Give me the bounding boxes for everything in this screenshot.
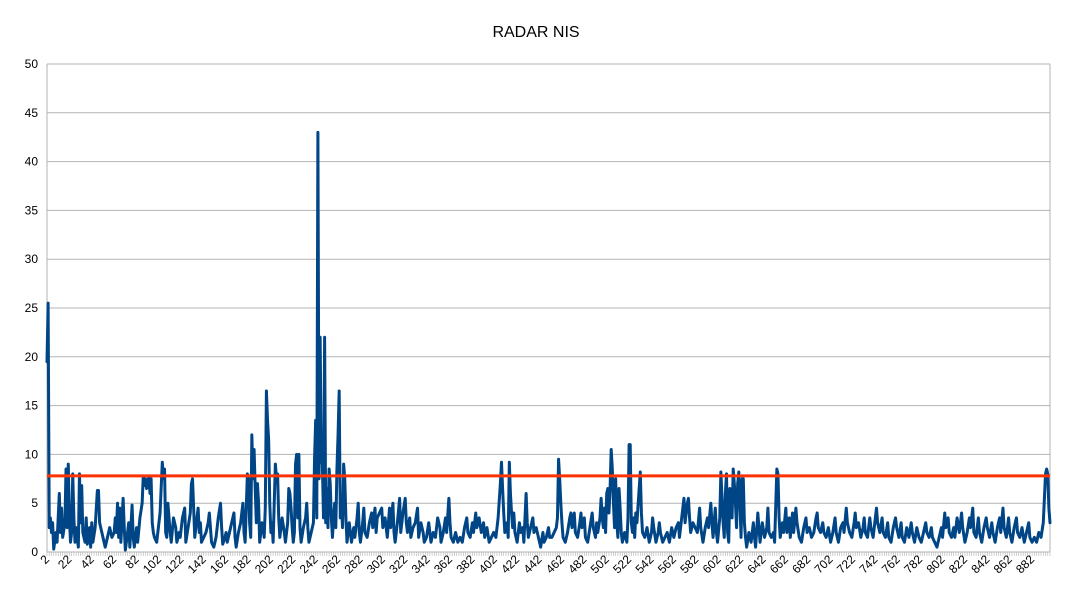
y-tick-label: 25: [25, 301, 39, 315]
y-tick-label: 0: [31, 545, 38, 559]
y-tick-label: 10: [25, 447, 39, 461]
series-layer: [45, 130, 1052, 552]
y-tick-label: 50: [25, 57, 39, 71]
y-tick-label: 40: [25, 155, 39, 169]
y-axis-ticks: 0 5 10 15 20 25 30 35 40 45 50: [25, 57, 39, 559]
series-line: [45, 130, 1052, 552]
y-tick-label: 20: [25, 350, 39, 364]
y-tick-label: 15: [25, 399, 39, 413]
y-tick-label: 5: [31, 496, 38, 510]
y-tick-label: 35: [25, 203, 39, 217]
y-tick-label: 45: [25, 106, 39, 120]
grid-lines: [46, 63, 1051, 553]
y-tick-label: 30: [25, 252, 39, 266]
chart-title: RADAR NIS: [492, 24, 579, 41]
